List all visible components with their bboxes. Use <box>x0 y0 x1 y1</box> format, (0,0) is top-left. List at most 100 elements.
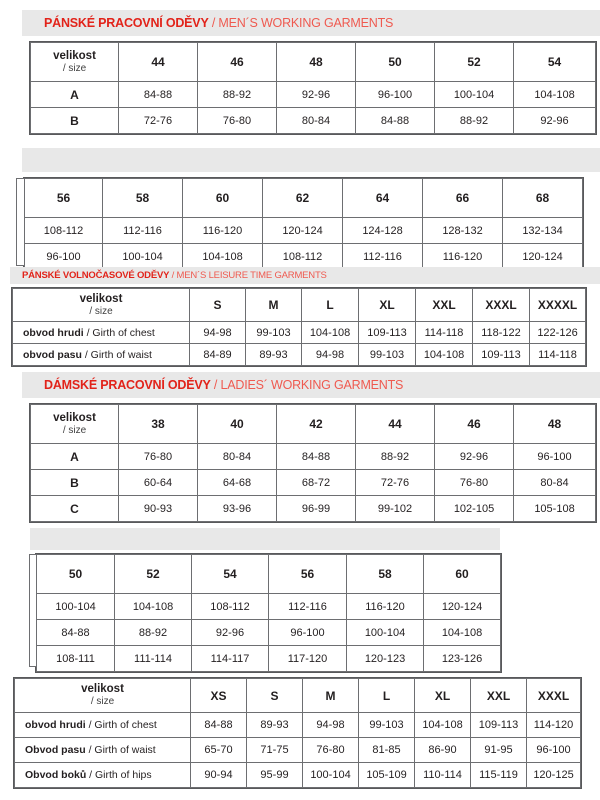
size-header-cell: 68 <box>502 178 583 218</box>
size-header-cell: 50 <box>355 42 435 82</box>
data-cell: 105-108 <box>513 495 596 522</box>
section-header-ladies-working: DÁMSKÉ PRACOVNÍ ODĚVY / LADIES´ WORKING … <box>22 372 600 398</box>
table-row-header: 50 52 54 56 58 60 <box>36 554 501 594</box>
data-cell: 99-102 <box>355 495 435 522</box>
table-row: Obvod boků / Girth of hips 90-94 95-99 1… <box>14 762 581 788</box>
table-row: obvod hrudi / Girth of chest 84-88 89-93… <box>14 712 581 738</box>
table-row-header: velikost / size S M L XL XXL XXXL XXXXL <box>12 288 586 322</box>
size-header-cell: 52 <box>114 554 192 594</box>
data-cell: 122-126 <box>529 321 586 344</box>
data-cell: 99-103 <box>358 712 415 738</box>
size-header-cell: 50 <box>36 554 115 594</box>
size-header-cell: 62 <box>262 178 343 218</box>
row-label: A <box>30 81 119 108</box>
table-row-header: 56 58 60 62 64 66 68 <box>24 178 583 218</box>
data-cell: 76-80 <box>118 443 198 470</box>
table-row-header: velikost / size XS S M L XL XXL XXXL <box>14 678 581 713</box>
data-cell: 80-84 <box>197 443 277 470</box>
data-cell: 60-64 <box>118 469 198 496</box>
data-cell: 92-96 <box>276 81 356 108</box>
section-title-ladies-working: DÁMSKÉ PRACOVNÍ ODĚVY / LADIES´ WORKING … <box>22 378 403 392</box>
data-cell: 104-108 <box>414 712 471 738</box>
table-row: 108-111 111-114 114-117 117-120 120-123 … <box>36 645 501 672</box>
table-row-header: velikost / size 38 40 42 44 46 48 <box>30 404 596 444</box>
size-header-cell: 40 <box>197 404 277 444</box>
data-cell: 76-80 <box>434 469 514 496</box>
data-cell: 108-112 <box>262 243 343 270</box>
size-label-line1: velikost <box>79 292 123 305</box>
size-header-cell: XXXXL <box>529 288 586 322</box>
data-cell: 123-126 <box>423 645 501 672</box>
size-header-cell: 44 <box>355 404 435 444</box>
data-cell: 102-105 <box>434 495 514 522</box>
data-cell: 92-96 <box>191 619 269 646</box>
data-cell: 99-103 <box>358 343 416 366</box>
section-header-mens-working: PÁNSKÉ PRACOVNÍ ODĚVY / MEN´S WORKING GA… <box>22 10 600 36</box>
table-ladies-leisure: velikost / size XS S M L XL XXL XXXL obv… <box>13 677 582 789</box>
size-label-line2: / size <box>90 696 115 708</box>
data-cell: 100-104 <box>346 619 424 646</box>
section-title-mens-working: PÁNSKÉ PRACOVNÍ ODĚVY / MEN´S WORKING GA… <box>22 16 393 30</box>
data-cell: 108-112 <box>191 593 269 620</box>
cell-size-label: velikost / size <box>14 678 191 713</box>
data-cell: 96-99 <box>276 495 356 522</box>
row-label-cz: obvod hrudi <box>25 719 89 731</box>
size-header-cell: XXL <box>415 288 473 322</box>
data-cell: 114-118 <box>529 343 586 366</box>
data-cell: 120-123 <box>346 645 424 672</box>
size-header-cell: 60 <box>182 178 263 218</box>
data-cell: 76-80 <box>197 107 277 134</box>
size-label-line2: / size <box>62 424 87 436</box>
size-header-cell: 54 <box>191 554 269 594</box>
data-cell: 112-116 <box>102 217 183 244</box>
data-cell: 117-120 <box>268 645 347 672</box>
data-cell: 96-100 <box>268 619 347 646</box>
section-title-mens-leisure: PÁNSKÉ VOLNOČASOVÉ ODĚVY / MEN´S LEISURE… <box>10 270 327 281</box>
data-cell: 88-92 <box>114 619 192 646</box>
data-cell: 120-124 <box>423 593 501 620</box>
data-cell: 84-88 <box>355 107 435 134</box>
data-cell: 88-92 <box>434 107 514 134</box>
section-title-en: / MEN´S WORKING GARMENTS <box>208 16 394 30</box>
row-label: C <box>30 495 119 522</box>
table-row: 84-88 88-92 92-96 96-100 100-104 104-108 <box>36 619 501 646</box>
data-cell: 84-88 <box>190 712 247 738</box>
data-cell: 108-111 <box>36 645 115 672</box>
data-cell: 84-88 <box>36 619 115 646</box>
data-cell: 96-100 <box>355 81 435 108</box>
cell-size-label: velikost / size <box>30 42 119 82</box>
table-row: 96-100 100-104 104-108 108-112 112-116 1… <box>24 243 583 270</box>
size-header-cell: 58 <box>102 178 183 218</box>
data-cell: 111-114 <box>114 645 192 672</box>
data-cell: 88-92 <box>355 443 435 470</box>
size-header-cell: XXXL <box>526 678 581 713</box>
data-cell: 84-88 <box>276 443 356 470</box>
data-cell: 104-108 <box>513 81 596 108</box>
data-cell: 109-113 <box>470 712 527 738</box>
row-label-cz: obvod hrudi <box>23 326 87 339</box>
data-cell: 104-108 <box>423 619 501 646</box>
size-header-cell: M <box>245 288 302 322</box>
data-cell: 104-108 <box>114 593 192 620</box>
size-header-cell: L <box>301 288 359 322</box>
row-label: A <box>30 443 119 470</box>
section-header-mens-working-continued <box>22 148 600 172</box>
size-header-cell: XS <box>190 678 247 713</box>
table-row: B 60-64 64-68 68-72 72-76 76-80 80-84 <box>30 469 596 496</box>
size-header-cell: 66 <box>422 178 503 218</box>
data-cell: 108-112 <box>24 217 103 244</box>
data-cell: 84-88 <box>118 81 198 108</box>
data-cell: 71-75 <box>246 737 303 763</box>
section-title-cz: PÁNSKÉ VOLNOČASOVÉ ODĚVY <box>22 270 170 281</box>
clipped-column-stub-left <box>16 178 24 266</box>
data-cell: 64-68 <box>197 469 277 496</box>
size-header-cell: 44 <box>118 42 198 82</box>
data-cell: 89-93 <box>246 712 303 738</box>
data-cell: 128-132 <box>422 217 503 244</box>
data-cell: 104-108 <box>182 243 263 270</box>
data-cell: 90-94 <box>190 762 247 788</box>
table-row: C 90-93 93-96 96-99 99-102 102-105 105-1… <box>30 495 596 522</box>
row-label-girth-of-waist: Obvod pasu / Girth of waist <box>14 737 191 763</box>
table-mens-working-continued: 56 58 60 62 64 66 68 108-112 112-116 116… <box>23 177 584 271</box>
table-row: 100-104 104-108 108-112 112-116 116-120 … <box>36 593 501 620</box>
